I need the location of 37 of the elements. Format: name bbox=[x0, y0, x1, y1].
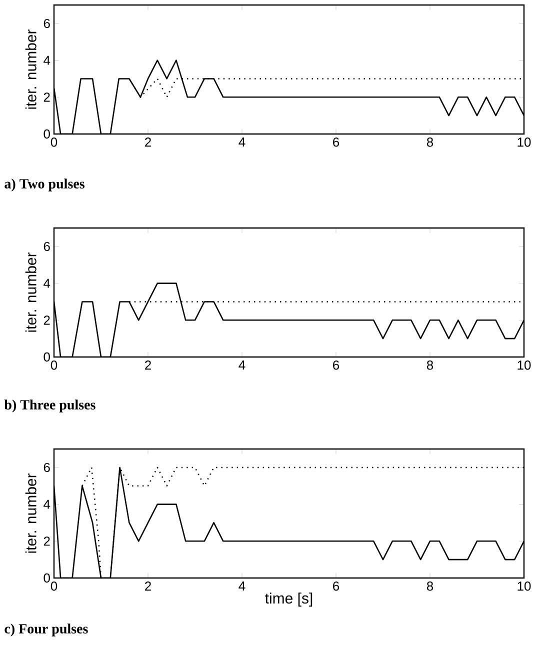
y-tick-label: 2 bbox=[44, 536, 50, 546]
x-tick-label: 10 bbox=[518, 582, 531, 591]
y-axis-title: iter. number bbox=[25, 29, 36, 109]
x-tick-label: 10 bbox=[518, 138, 531, 147]
y-tick-label: 4 bbox=[44, 56, 50, 65]
x-tick-label: 6 bbox=[333, 138, 340, 147]
y-tick-label: 0 bbox=[44, 573, 50, 583]
y-tick-label: 6 bbox=[44, 18, 50, 28]
x-tick-label: 8 bbox=[426, 138, 434, 147]
y-tick-label: 6 bbox=[44, 462, 50, 472]
x-axis-title: time [s] bbox=[265, 592, 312, 607]
x-tick-label: 8 bbox=[426, 582, 434, 591]
x-tick-label: 6 bbox=[333, 582, 340, 591]
x-tick-label: 2 bbox=[145, 360, 151, 370]
x-tick-label: 8 bbox=[426, 360, 434, 370]
y-tick-label: 4 bbox=[44, 278, 50, 288]
x-tick-label: 0 bbox=[50, 360, 58, 370]
text: c) Four pulses bbox=[4, 624, 88, 636]
text: b) Three pulses bbox=[4, 400, 96, 412]
y-tick-label: 0 bbox=[44, 129, 50, 139]
text: a) Two pulses bbox=[4, 178, 84, 192]
x-tick-label: 0 bbox=[50, 138, 58, 147]
y-tick-label: 2 bbox=[44, 316, 50, 325]
y-tick-label: 0 bbox=[44, 352, 50, 362]
y-tick-label: 6 bbox=[44, 242, 50, 252]
x-tick-label: 6 bbox=[333, 360, 340, 370]
x-tick-label: 0 bbox=[50, 582, 58, 591]
y-tick-label: 4 bbox=[44, 500, 50, 509]
y-axis-title: iter. number bbox=[25, 252, 36, 332]
y-axis-title: iter. number bbox=[25, 473, 36, 553]
x-tick-label: 2 bbox=[145, 138, 151, 147]
x-tick-label: 4 bbox=[238, 360, 246, 370]
x-tick-label: 4 bbox=[238, 582, 246, 590]
x-tick-label: 2 bbox=[145, 582, 151, 591]
y-tick-label: 2 bbox=[44, 92, 50, 102]
x-tick-label: 10 bbox=[518, 360, 531, 370]
x-tick-label: 4 bbox=[238, 138, 246, 146]
